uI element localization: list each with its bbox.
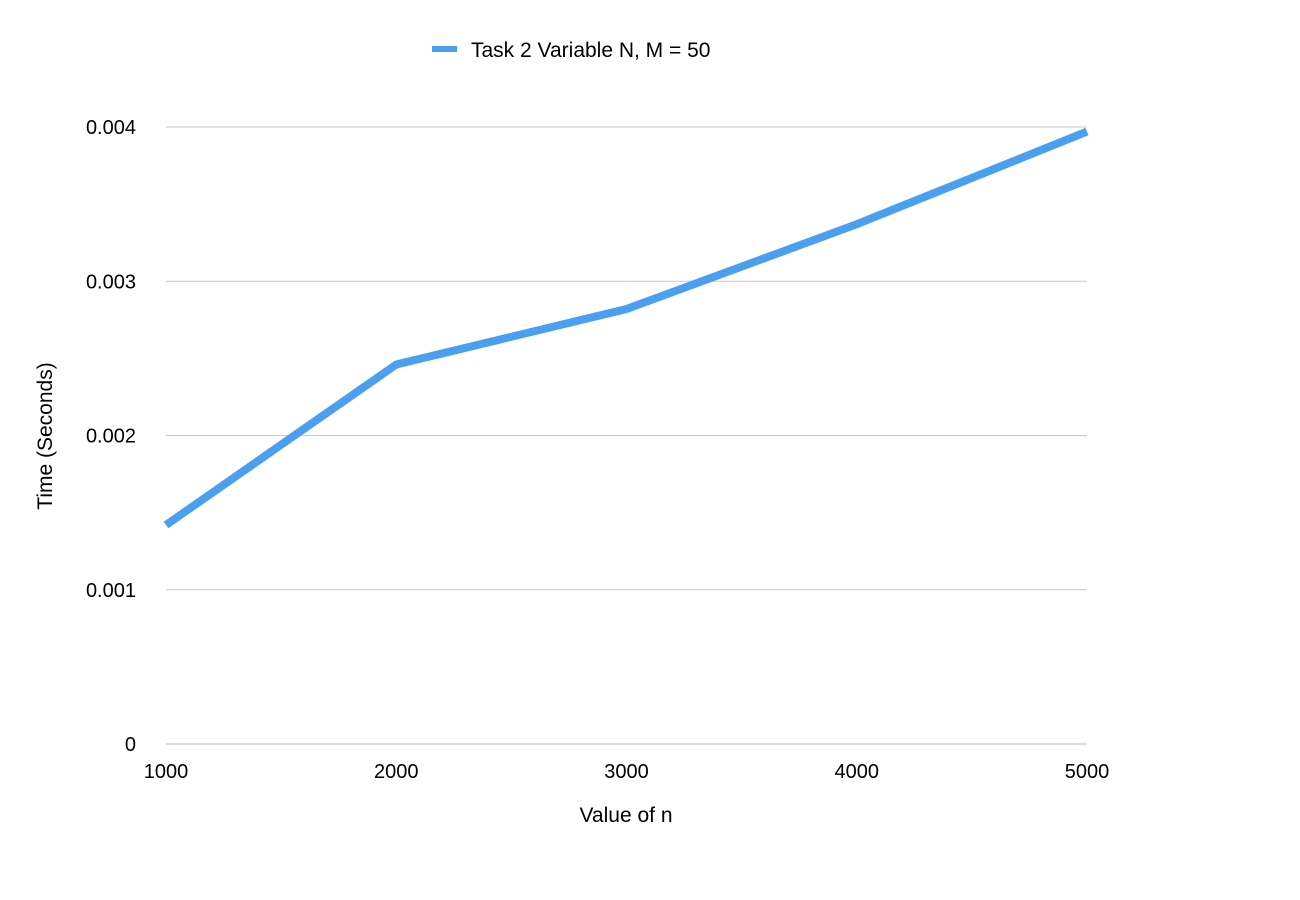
legend: Task 2 Variable N, M = 50 [432, 39, 710, 62]
legend-label: Task 2 Variable N, M = 50 [471, 39, 710, 62]
data-point [166, 524, 167, 525]
x-axis-ticks: 1000 2000 3000 4000 5000 [144, 761, 1110, 783]
series-line [163, 127, 1089, 529]
y-tick-label: 0.004 [86, 117, 136, 139]
data-point [1087, 131, 1088, 132]
y-tick-label: 0.001 [86, 580, 136, 602]
x-tick-label: 3000 [604, 761, 649, 783]
series-layer [163, 127, 1089, 529]
x-tick-label: 2000 [374, 761, 419, 783]
x-axis-title: Value of n [579, 804, 672, 827]
x-tick-label: 5000 [1065, 761, 1110, 783]
gridlines [166, 126, 1087, 745]
y-axis-ticks: 0 0.001 0.002 0.003 0.004 [86, 117, 136, 756]
y-axis-title: Time (Seconds) [34, 362, 57, 509]
x-tick-label: 4000 [835, 761, 880, 783]
data-point [396, 364, 397, 365]
y-tick-label: 0.002 [86, 426, 136, 448]
y-tick-label: 0 [125, 734, 136, 756]
data-point [856, 224, 857, 225]
data-point [626, 309, 627, 310]
y-tick-label: 0.003 [86, 271, 136, 293]
x-tick-label: 1000 [144, 761, 189, 783]
